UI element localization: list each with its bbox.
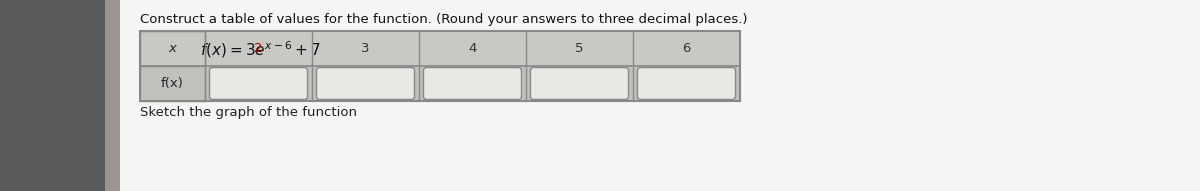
Bar: [106, 0, 120, 191]
Text: f(x): f(x): [161, 77, 184, 90]
Text: 4: 4: [468, 42, 476, 55]
Bar: [140, 31, 740, 101]
Text: 2: 2: [254, 42, 263, 55]
Bar: [140, 66, 740, 101]
FancyBboxPatch shape: [530, 68, 629, 100]
Bar: [140, 31, 205, 66]
Text: 5: 5: [575, 42, 583, 55]
FancyBboxPatch shape: [210, 68, 307, 100]
Text: $f(x) = 3e^{x-6} + 7$: $f(x) = 3e^{x-6} + 7$: [200, 39, 320, 60]
Text: 3: 3: [361, 42, 370, 55]
Text: 6: 6: [683, 42, 691, 55]
FancyBboxPatch shape: [317, 68, 414, 100]
Bar: [140, 31, 740, 66]
Bar: [140, 66, 205, 101]
Text: Construct a table of values for the function. (Round your answers to three decim: Construct a table of values for the func…: [140, 13, 748, 26]
Text: Sketch the graph of the function: Sketch the graph of the function: [140, 106, 358, 119]
FancyBboxPatch shape: [637, 68, 736, 100]
Text: x: x: [168, 42, 176, 55]
Bar: [0, 0, 106, 191]
FancyBboxPatch shape: [424, 68, 522, 100]
